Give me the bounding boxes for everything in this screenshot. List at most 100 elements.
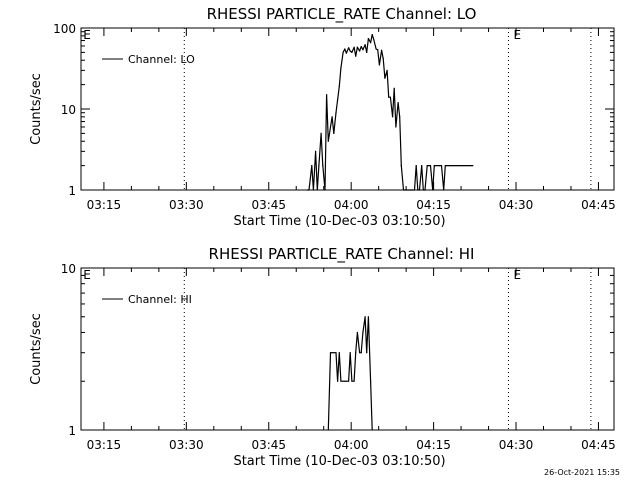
data-point [315, 150, 317, 152]
data-point [410, 189, 412, 191]
chart-panel-1: RHESSI PARTICLE_RATE Channel: LO E E 03:15 0… [29, 5, 616, 229]
data-point [429, 165, 432, 167]
data-point [386, 69, 388, 71]
x-tick-label: 03:15 [87, 438, 122, 452]
data-point [356, 46, 358, 48]
data-point [424, 189, 426, 191]
data-point [415, 165, 417, 167]
data-point [404, 189, 406, 191]
data-point [399, 116, 401, 118]
x-tick-label: 04:45 [581, 438, 616, 452]
data-point [316, 189, 318, 191]
data-point [443, 189, 445, 191]
series-line [327, 316, 373, 431]
data-point [326, 94, 328, 96]
data-point [388, 96, 390, 98]
data-point [327, 429, 329, 431]
event-label: E [513, 28, 521, 42]
chart-panel-2: RHESSI PARTICLE_RATE Channel: HI E E 03:15 0… [29, 245, 616, 469]
data-point [389, 96, 391, 98]
data-point [440, 165, 443, 167]
data-point [348, 380, 350, 382]
chart-title: RHESSI PARTICLE_RATE Channel: LO [207, 5, 477, 24]
data-point [356, 331, 358, 334]
data-point [329, 352, 332, 354]
data-point [322, 165, 324, 167]
data-point [344, 48, 346, 50]
data-point [364, 316, 366, 318]
data-point [384, 77, 386, 79]
x-tick-label: 04:00 [334, 198, 369, 212]
y-axis-label: Counts/sec [29, 313, 44, 385]
x-tick-label: 03:30 [169, 198, 204, 212]
data-point [337, 380, 339, 382]
data-point [435, 165, 437, 167]
data-point [468, 165, 470, 167]
data-point [308, 189, 310, 191]
data-point [455, 165, 457, 167]
x-tick-label: 04:30 [499, 438, 534, 452]
y-axis-label: Counts/sec [29, 73, 44, 145]
event-label: E [83, 268, 91, 282]
data-point [373, 39, 375, 41]
data-point [433, 165, 435, 167]
y-tick-label: 10 [61, 103, 76, 117]
data-point [465, 165, 467, 167]
data-point [408, 189, 410, 191]
data-point [335, 352, 337, 354]
plot-timestamp: 26-Oct-2021 15:35 [544, 468, 620, 477]
data-point [333, 132, 335, 134]
x-tick-label: 03:15 [87, 198, 122, 212]
data-point [437, 165, 439, 167]
data-point [371, 429, 373, 431]
data-point [351, 380, 353, 382]
data-point [392, 116, 394, 118]
y-tick-label: 1 [68, 184, 76, 198]
data-point [421, 165, 423, 167]
data-point [378, 64, 380, 66]
data-point [355, 352, 357, 354]
data-point [340, 380, 342, 382]
data-point [459, 165, 461, 167]
plot-frame [80, 267, 615, 431]
data-point [377, 49, 379, 51]
x-tick-label: 03:45 [251, 198, 286, 212]
data-point [446, 165, 448, 167]
y-tick-label: 100 [53, 22, 76, 36]
data-point [448, 165, 450, 167]
data-point [340, 67, 342, 69]
data-point [370, 42, 372, 44]
data-point [366, 352, 368, 354]
x-tick-label: 04:30 [499, 198, 534, 212]
data-point [371, 34, 373, 36]
legend-label: Channel: LO [128, 53, 195, 66]
data-point [329, 126, 332, 128]
data-point [324, 189, 326, 191]
x-tick-label: 04:45 [581, 198, 616, 212]
data-point [349, 50, 351, 52]
data-point [400, 165, 402, 167]
data-point [331, 116, 333, 118]
data-point [362, 331, 364, 334]
data-point [450, 165, 452, 167]
data-point [411, 189, 413, 191]
data-point [338, 352, 340, 354]
data-point [381, 49, 383, 51]
data-point [451, 165, 454, 167]
data-point [338, 85, 340, 87]
data-point [342, 380, 344, 382]
x-axis-label: Start Time (10-Dec-03 03:10:50) [233, 214, 445, 229]
data-point [349, 352, 351, 354]
x-tick-label: 04:15 [416, 438, 451, 452]
data-point [428, 165, 430, 167]
data-point [462, 165, 464, 167]
data-point [364, 44, 366, 46]
data-point [327, 140, 329, 142]
x-axis-label: Start Time (10-Dec-03 03:10:50) [233, 454, 445, 469]
data-point [395, 126, 397, 128]
data-point [306, 189, 308, 191]
data-point [318, 165, 320, 167]
data-point [312, 189, 314, 191]
